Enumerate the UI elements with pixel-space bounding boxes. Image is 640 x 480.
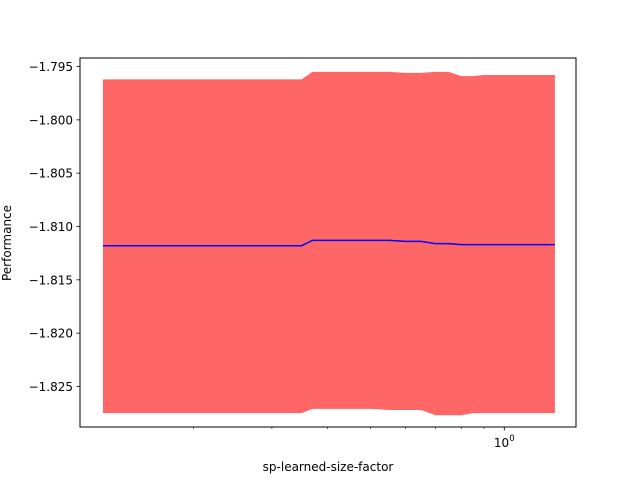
x-axis: 100 (193, 427, 515, 450)
y-axis-label: Performance (0, 205, 14, 281)
y-tick-label: −1.815 (29, 273, 73, 287)
y-tick-label: −1.825 (29, 380, 73, 394)
x-tick-label: 100 (494, 434, 515, 450)
mean-line (102, 239, 555, 247)
y-tick-label: −1.810 (29, 220, 73, 234)
y-tick-label: −1.805 (29, 167, 73, 181)
x-axis-label: sp-learned-size-factor (263, 460, 394, 474)
y-tick-label: −1.800 (29, 113, 73, 127)
y-axis: −1.795 −1.800 −1.805 −1.810 −1.815 −1.820 −1.8… (29, 60, 80, 394)
y-tick-label: −1.820 (29, 327, 73, 341)
axes-frame (79, 57, 577, 428)
std-band (102, 71, 555, 416)
y-tick-label: −1.795 (29, 60, 73, 74)
plot-area (102, 71, 555, 416)
